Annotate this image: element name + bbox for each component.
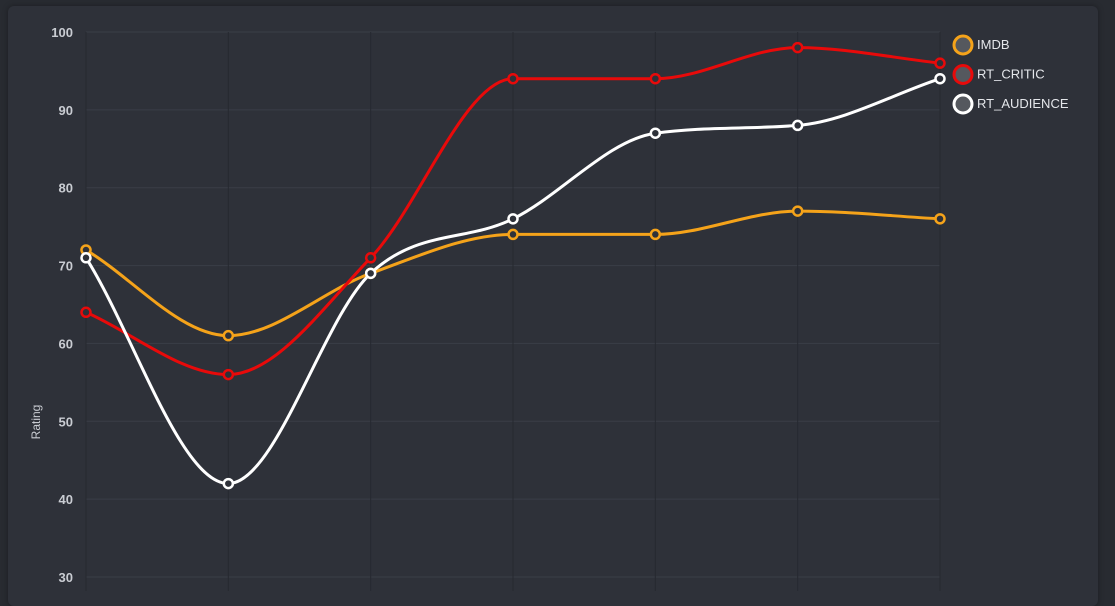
data-point-rt-audience[interactable] — [364, 267, 377, 280]
data-point-rt-critic[interactable] — [934, 57, 946, 69]
y-tick-label: 90 — [59, 103, 73, 118]
legend-label: RT_AUDIENCE — [977, 96, 1069, 111]
data-point-rt-critic[interactable] — [364, 252, 377, 264]
data-point-imdb[interactable] — [649, 228, 662, 241]
data-point-imdb[interactable] — [222, 329, 235, 342]
legend-item-imdb[interactable]: IMDB — [952, 34, 1010, 56]
legend-item-rt-critic[interactable]: RT_CRITIC — [952, 64, 1045, 85]
grid — [85, 31, 941, 591]
data-point-imdb[interactable] — [507, 228, 519, 241]
legend[interactable]: IMDB RT_CRITIC RT_AUDIENCE — [952, 34, 1069, 115]
data-point-imdb[interactable] — [934, 213, 946, 225]
data-points — [80, 41, 946, 490]
legend-marker — [952, 93, 974, 115]
y-tick-label: 40 — [59, 492, 73, 507]
data-point-rt-audience[interactable] — [222, 477, 235, 490]
y-axis: 100 90 80 70 60 50 40 30 — [51, 25, 73, 585]
y-axis-title: Rating — [29, 405, 43, 440]
legend-label: RT_CRITIC — [977, 67, 1045, 82]
data-point-rt-audience[interactable] — [80, 252, 92, 264]
y-tick-label: 50 — [59, 414, 73, 429]
data-point-rt-audience[interactable] — [649, 127, 662, 139]
legend-item-rt-audience[interactable]: RT_AUDIENCE — [952, 93, 1069, 115]
data-point-rt-audience[interactable] — [791, 119, 804, 132]
y-tick-label: 30 — [59, 570, 73, 585]
data-point-imdb[interactable] — [791, 205, 804, 217]
data-point-rt-audience[interactable] — [507, 213, 519, 225]
legend-label: IMDB — [977, 37, 1010, 52]
y-tick-label: 70 — [59, 259, 73, 274]
chart-card — [8, 6, 1098, 606]
series-line-rt-audience — [84, 77, 942, 486]
y-tick-label: 80 — [59, 181, 73, 196]
data-point-rt-critic[interactable] — [80, 306, 92, 319]
line-chart: 100 90 80 70 60 50 40 30 Rating IMDB RT_CRITIC RT… — [29, 25, 1069, 591]
data-point-rt-critic[interactable] — [507, 72, 519, 85]
y-tick-label: 100 — [51, 25, 73, 40]
legend-marker — [952, 34, 974, 56]
data-point-rt-critic[interactable] — [791, 41, 804, 54]
legend-marker — [952, 64, 974, 85]
data-point-rt-critic[interactable] — [222, 368, 235, 381]
y-tick-label: 60 — [59, 336, 73, 351]
data-point-rt-critic[interactable] — [649, 72, 662, 85]
data-point-rt-audience[interactable] — [934, 72, 946, 85]
